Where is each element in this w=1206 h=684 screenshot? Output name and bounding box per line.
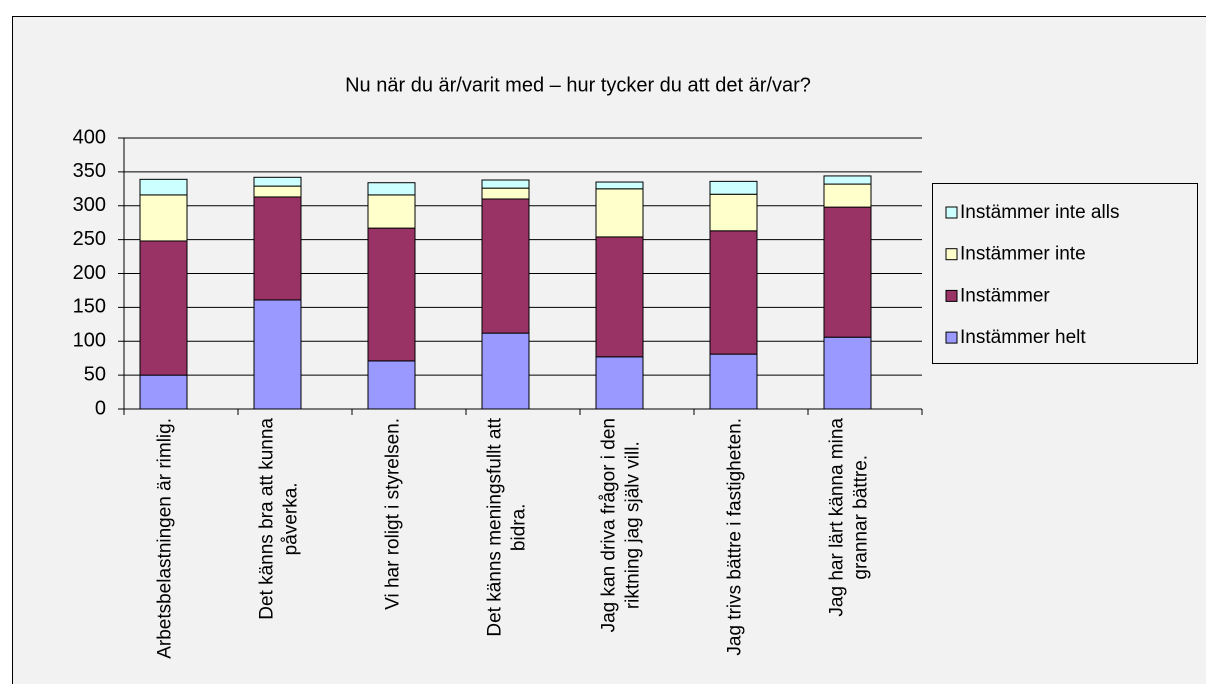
y-tick-label: 150 — [73, 296, 106, 318]
bar-segment — [595, 236, 644, 358]
legend-swatch — [945, 331, 958, 344]
x-label-group: Jag kan driva frågor i den riktning jag s… — [599, 418, 644, 632]
legend-swatch — [945, 206, 958, 219]
bar-segment — [139, 194, 188, 242]
bar-segment — [253, 176, 302, 187]
bar-segment — [253, 185, 302, 198]
y-tick-label: 50 — [84, 363, 106, 385]
bar-segment — [481, 332, 530, 410]
bar-segment — [253, 196, 302, 301]
x-tick-label: Jag har lärt känna mina grannar bättre. — [827, 418, 872, 617]
y-tick-label: 250 — [73, 228, 106, 250]
x-tick-label: Vi har roligt i styrelsen. — [383, 418, 404, 610]
x-label-group: Arbetsbelastningen är rimlig. — [155, 418, 176, 659]
bar-segment — [253, 299, 302, 410]
x-tick-label: Jag trivs bättre i fastigheten. — [725, 418, 746, 656]
x-tick-label: Det känns meningsfullt att bidra. — [485, 417, 530, 636]
bar-segment — [367, 194, 416, 229]
bar-segment — [823, 175, 872, 185]
legend-label: Instämmer inte alls — [960, 202, 1119, 223]
bar-segment — [367, 182, 416, 196]
x-tick-label: Det känns bra att kunna påverka. — [257, 418, 302, 620]
legend-label: Instämmer inte — [960, 244, 1086, 265]
x-label-group: Vi har roligt i styrelsen. — [383, 418, 404, 610]
bar-segment — [367, 360, 416, 410]
legend-swatch — [945, 289, 958, 302]
bar-segment — [139, 240, 188, 376]
x-tick-label: Arbetsbelastningen är rimlig. — [155, 418, 176, 659]
legend-label: Instämmer — [960, 285, 1050, 306]
bar-segment — [709, 230, 758, 355]
bar-segment — [139, 178, 188, 196]
y-tick-label: 300 — [73, 194, 106, 216]
bar-segment — [595, 188, 644, 238]
bar-segment — [481, 187, 530, 200]
bar-segment — [481, 198, 530, 334]
y-tick-label: 100 — [73, 330, 106, 352]
bar-segment — [481, 179, 530, 189]
bar-segment — [595, 356, 644, 410]
y-tick-label: 0 — [95, 397, 106, 419]
bar-segment — [595, 181, 644, 190]
y-tick-label: 200 — [73, 262, 106, 284]
bar-segment — [709, 353, 758, 410]
bar-segment — [367, 227, 416, 362]
bar-segment — [709, 193, 758, 232]
y-tick-label: 400 — [73, 126, 106, 148]
x-label-group: Det känns meningsfullt att bidra. — [485, 417, 530, 636]
x-label-group: Jag trivs bättre i fastigheten. — [725, 418, 746, 656]
x-label-group: Jag har lärt känna mina grannar bättre. — [827, 418, 872, 617]
bar-segment — [823, 183, 872, 208]
legend-swatch — [945, 248, 958, 261]
bar-segment — [823, 206, 872, 338]
y-tick-label: 350 — [73, 160, 106, 182]
chart-title: Nu när du är/varit med – hur tycker du a… — [345, 74, 811, 96]
bar-segment — [139, 374, 188, 410]
legend-box — [932, 183, 1198, 364]
x-label-group: Det känns bra att kunna påverka. — [257, 418, 302, 620]
bar-segment — [709, 180, 758, 195]
legend-label: Instämmer helt — [960, 327, 1086, 348]
bar-segment — [823, 336, 872, 410]
x-tick-label: Jag kan driva frågor i den riktning jag s… — [599, 418, 644, 632]
